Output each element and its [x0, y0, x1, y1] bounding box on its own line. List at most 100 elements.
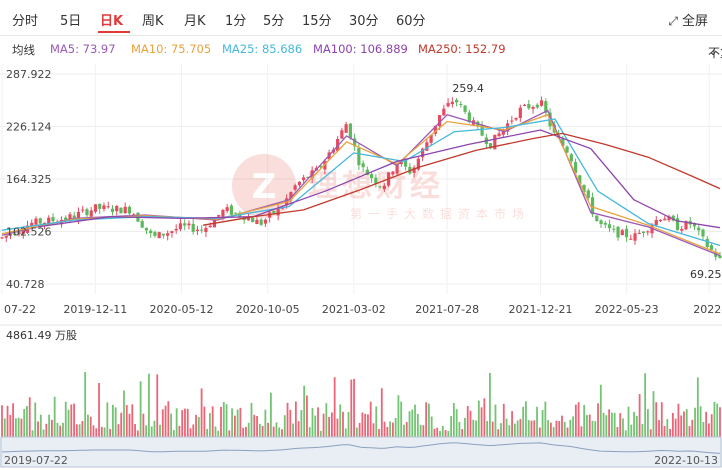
- volume-bar: [286, 402, 289, 437]
- ma-legend: 均线 MA5: 73.97 MA10: 75.705 MA25: 85.686 …: [0, 40, 722, 60]
- x-axis-ticks: 07-22 2019-12-11 2020-05-12 2020-10-05 2021-…: [4, 303, 722, 316]
- candle-body: [327, 152, 331, 160]
- candle-body: [463, 105, 467, 112]
- tab-6[interactable]: 5分: [263, 14, 285, 29]
- volume-bar: [522, 406, 525, 437]
- tab-1[interactable]: 5日: [60, 14, 82, 29]
- candle-body: [276, 207, 280, 216]
- tab-8[interactable]: 30分: [349, 14, 379, 29]
- candle-body: [395, 163, 399, 174]
- volume-bar: [605, 415, 608, 437]
- candle-body: [421, 148, 425, 158]
- volume-bar: [705, 411, 708, 437]
- tab-2[interactable]: 日K: [100, 14, 124, 29]
- y-tick-label: 40.728: [6, 278, 45, 291]
- candle-body: [238, 212, 242, 217]
- candle-body: [675, 218, 680, 231]
- candle-body: [607, 224, 612, 229]
- tab-7[interactable]: 15分: [302, 14, 332, 29]
- volume-bar: [14, 418, 17, 437]
- navigator-window: [0, 436, 722, 468]
- volume-bar: [23, 408, 26, 437]
- range-end: 2022-10-13: [654, 454, 718, 467]
- tab-0[interactable]: 分时: [12, 14, 39, 29]
- x-tick-label: 2021-12-21: [509, 303, 573, 316]
- candle-body: [242, 217, 246, 221]
- volume-bar: [361, 412, 364, 437]
- tab-4[interactable]: 月K: [184, 14, 206, 29]
- volume-bar: [78, 424, 81, 437]
- tab-5[interactable]: 1分: [225, 14, 247, 29]
- candle-body: [289, 192, 293, 200]
- volume-bar: [708, 423, 710, 437]
- candle-body: [688, 221, 692, 225]
- volume-bar: [403, 424, 405, 437]
- candle-body: [272, 210, 276, 214]
- candle-body: [404, 160, 408, 167]
- volume-bar: [70, 404, 73, 437]
- x-tick-label: 2022-05-23: [595, 303, 659, 316]
- volume-bar: [677, 403, 680, 437]
- candle-body: [42, 222, 47, 225]
- volume-bar: [719, 407, 721, 437]
- volume-bar: [439, 430, 441, 437]
- volume-bar: [330, 412, 333, 437]
- candle-body: [697, 227, 701, 231]
- candle-body: [437, 115, 442, 127]
- tab-3[interactable]: 周K: [142, 14, 164, 29]
- volume-bar: [325, 403, 328, 437]
- candle-body: [255, 219, 259, 225]
- candle-body: [81, 209, 85, 211]
- volume-bar: [206, 428, 209, 437]
- volume-bar: [602, 412, 605, 437]
- candle-body: [174, 228, 178, 231]
- candle-body: [314, 167, 318, 171]
- candle-body: [535, 104, 539, 108]
- volume-bar: [350, 379, 353, 437]
- volume-bar: [278, 427, 281, 437]
- fullscreen-button[interactable]: ⤢ 全屏: [668, 10, 708, 29]
- watermark-subtitle: 第一手大数据资本市场: [350, 206, 530, 221]
- volume-bar: [139, 381, 142, 437]
- volume-bar: [322, 413, 325, 437]
- candle-body: [212, 218, 217, 228]
- volume-bar: [594, 421, 597, 437]
- volume-bar: [231, 408, 233, 437]
- candle-body: [603, 222, 607, 225]
- candle-body: [578, 175, 582, 184]
- candle-body: [204, 227, 208, 232]
- period-tabs: 分时 5日 日K 周K 月K 1分 5分 15分 30分 60分: [0, 0, 722, 36]
- volume-bar: [247, 422, 250, 437]
- x-tick-label: 2021-07-28: [415, 303, 479, 316]
- volume-bar: [75, 424, 78, 437]
- candle-body: [467, 112, 471, 123]
- candle-body: [229, 205, 234, 215]
- candle-body: [569, 154, 573, 162]
- volume-bar: [380, 388, 383, 437]
- volume-bar: [355, 427, 358, 437]
- candle-body: [195, 229, 200, 232]
- volume-bar: [364, 413, 367, 437]
- candle-body: [387, 172, 391, 186]
- volume-bar: [358, 422, 361, 437]
- tab-9[interactable]: 60分: [396, 14, 426, 29]
- volume-bar: [563, 421, 566, 437]
- volume-bar: [253, 414, 256, 437]
- volume-bar: [610, 412, 613, 437]
- candle-body: [263, 219, 268, 224]
- volume-bar: [447, 430, 450, 437]
- volume-bar: [333, 377, 336, 437]
- volume-bar: [555, 420, 558, 437]
- candle-body: [34, 218, 38, 225]
- volume-bar: [159, 424, 161, 437]
- candle-body: [620, 230, 624, 236]
- volume-bar: [150, 426, 153, 437]
- volume-bar: [123, 390, 125, 437]
- volume-bar: [189, 428, 192, 437]
- volume-bar: [660, 402, 663, 437]
- volume-bar: [92, 425, 95, 437]
- volume-bar: [256, 415, 258, 437]
- candle-body: [493, 134, 497, 150]
- x-tick-label: 2020-05-12: [150, 303, 214, 316]
- candle-body: [157, 232, 161, 239]
